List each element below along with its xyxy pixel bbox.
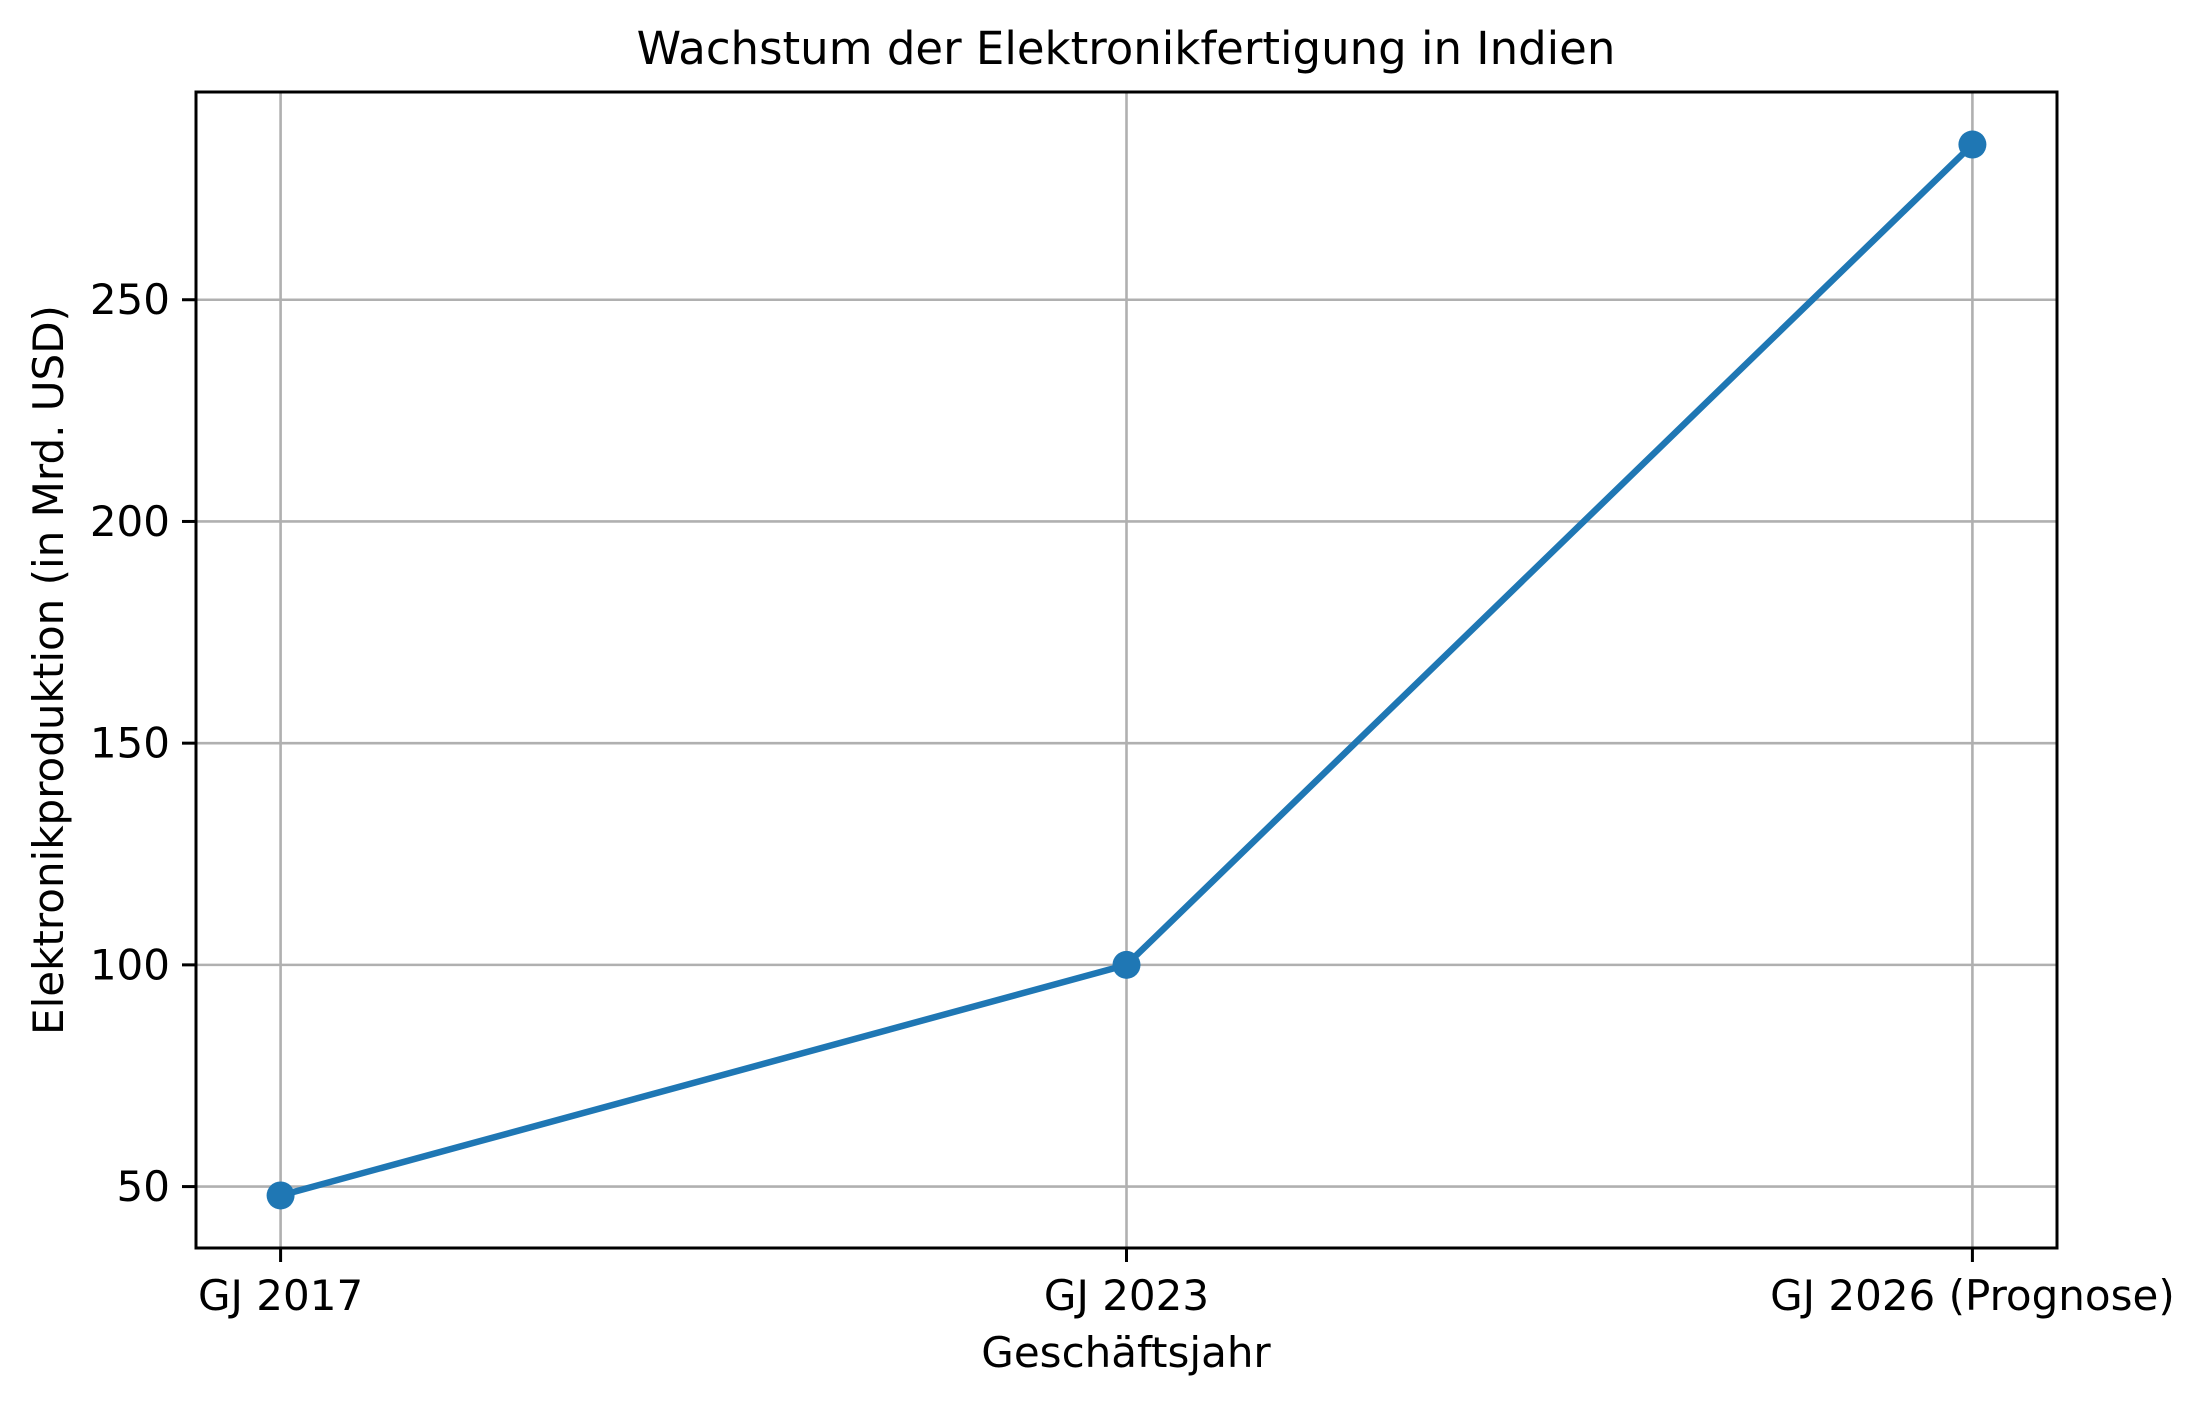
x-tick-label: GJ 2017	[198, 1271, 363, 1320]
axis-ticks	[182, 298, 1974, 1262]
data-series	[266, 130, 1987, 1210]
x-axis-label: Geschäftsjahr	[981, 1328, 1271, 1377]
x-tick-label: GJ 2023	[1044, 1271, 1209, 1320]
y-axis-label: Elektronikproduktion (in Mrd. USD)	[24, 305, 73, 1035]
y-tick-label: 100	[90, 940, 170, 989]
y-tick-label: 200	[90, 497, 170, 546]
y-tick-labels: 50 100 150 200 250	[90, 275, 170, 1211]
gridlines	[196, 92, 2057, 1248]
chart-title: Wachstum der Elektronikfertigung in Indi…	[637, 22, 1616, 75]
data-point-marker	[1958, 130, 1987, 159]
x-tick-labels: GJ 2017 GJ 2023 GJ 2026 (Prognose)	[198, 1271, 2175, 1320]
data-point-marker	[266, 1181, 295, 1210]
y-tick-label: 150	[90, 719, 170, 768]
x-tick-label: GJ 2026 (Prognose)	[1770, 1271, 2175, 1320]
y-tick-label: 250	[90, 275, 170, 324]
y-tick-label: 50	[117, 1162, 170, 1211]
data-point-marker	[1112, 950, 1141, 979]
